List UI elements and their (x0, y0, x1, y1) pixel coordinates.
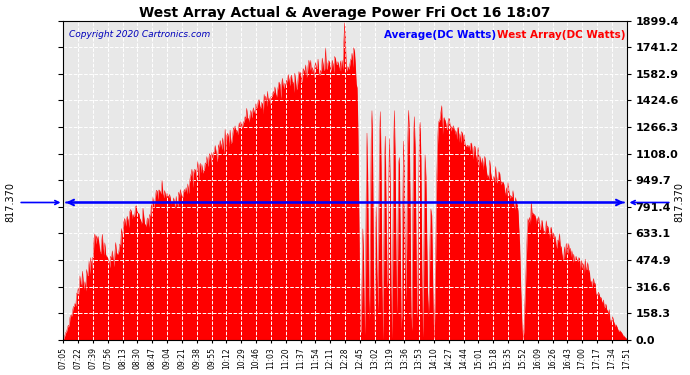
Text: 817.370: 817.370 (631, 183, 684, 222)
Title: West Array Actual & Average Power Fri Oct 16 18:07: West Array Actual & Average Power Fri Oc… (139, 6, 551, 20)
Text: West Array(DC Watts): West Array(DC Watts) (497, 30, 626, 40)
Text: Average(DC Watts): Average(DC Watts) (384, 30, 497, 40)
Text: 817.370: 817.370 (6, 183, 59, 222)
Text: Copyright 2020 Cartronics.com: Copyright 2020 Cartronics.com (69, 30, 210, 39)
